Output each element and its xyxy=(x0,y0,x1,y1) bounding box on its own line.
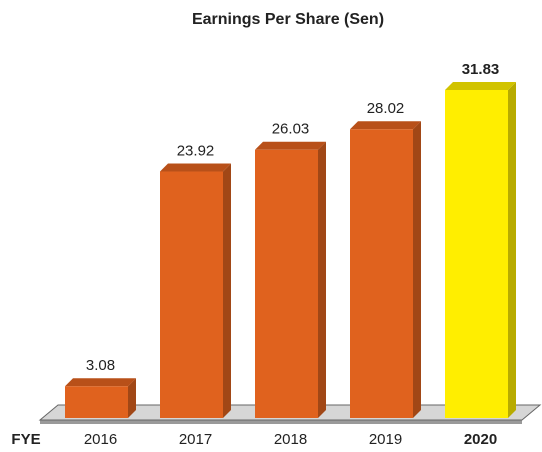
chart-title: Earnings Per Share (Sen) xyxy=(192,11,384,28)
data-label: 3.08 xyxy=(86,357,115,374)
bar-top xyxy=(160,163,231,172)
data-label: 28.02 xyxy=(367,100,405,117)
x-axis-label: FYE xyxy=(11,431,40,448)
bar-side xyxy=(128,378,136,418)
bar-side xyxy=(413,121,421,418)
x-tick-label: 2016 xyxy=(84,431,117,448)
bar xyxy=(350,129,413,418)
x-tick-label: 2017 xyxy=(179,431,212,448)
bar xyxy=(65,386,128,418)
floor-edge xyxy=(40,420,522,424)
bar-top xyxy=(350,121,421,130)
x-tick-label: 2018 xyxy=(274,431,307,448)
bar xyxy=(255,149,318,418)
bar xyxy=(160,171,223,418)
bar-top xyxy=(445,82,516,90)
data-label: 23.92 xyxy=(177,142,215,159)
data-label: 31.83 xyxy=(462,61,500,78)
bar-top xyxy=(255,141,326,150)
bar-side xyxy=(508,82,516,418)
bar xyxy=(445,90,508,418)
data-label: 26.03 xyxy=(272,121,310,138)
bar-top xyxy=(65,378,136,387)
x-tick-label: 2019 xyxy=(369,431,402,448)
x-tick-label: 2020 xyxy=(464,431,497,448)
bar-side xyxy=(223,163,231,418)
bar-side xyxy=(318,141,326,418)
